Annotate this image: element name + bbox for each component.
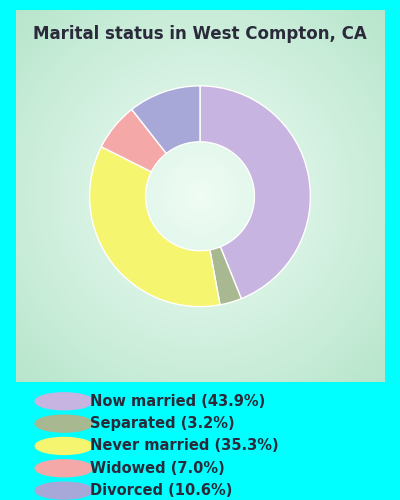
Wedge shape [200,86,310,298]
Wedge shape [132,86,200,154]
Text: Divorced (10.6%): Divorced (10.6%) [90,483,232,498]
Text: Never married (35.3%): Never married (35.3%) [90,438,279,454]
Text: Marital status in West Compton, CA: Marital status in West Compton, CA [33,25,367,43]
Circle shape [35,415,93,432]
Circle shape [35,393,93,410]
Wedge shape [210,247,241,305]
Text: Separated (3.2%): Separated (3.2%) [90,416,235,431]
Text: Widowed (7.0%): Widowed (7.0%) [90,461,225,476]
Circle shape [35,460,93,476]
Circle shape [35,482,93,499]
Circle shape [35,438,93,454]
Text: Now married (43.9%): Now married (43.9%) [90,394,265,409]
Wedge shape [90,146,220,306]
Wedge shape [101,110,166,172]
